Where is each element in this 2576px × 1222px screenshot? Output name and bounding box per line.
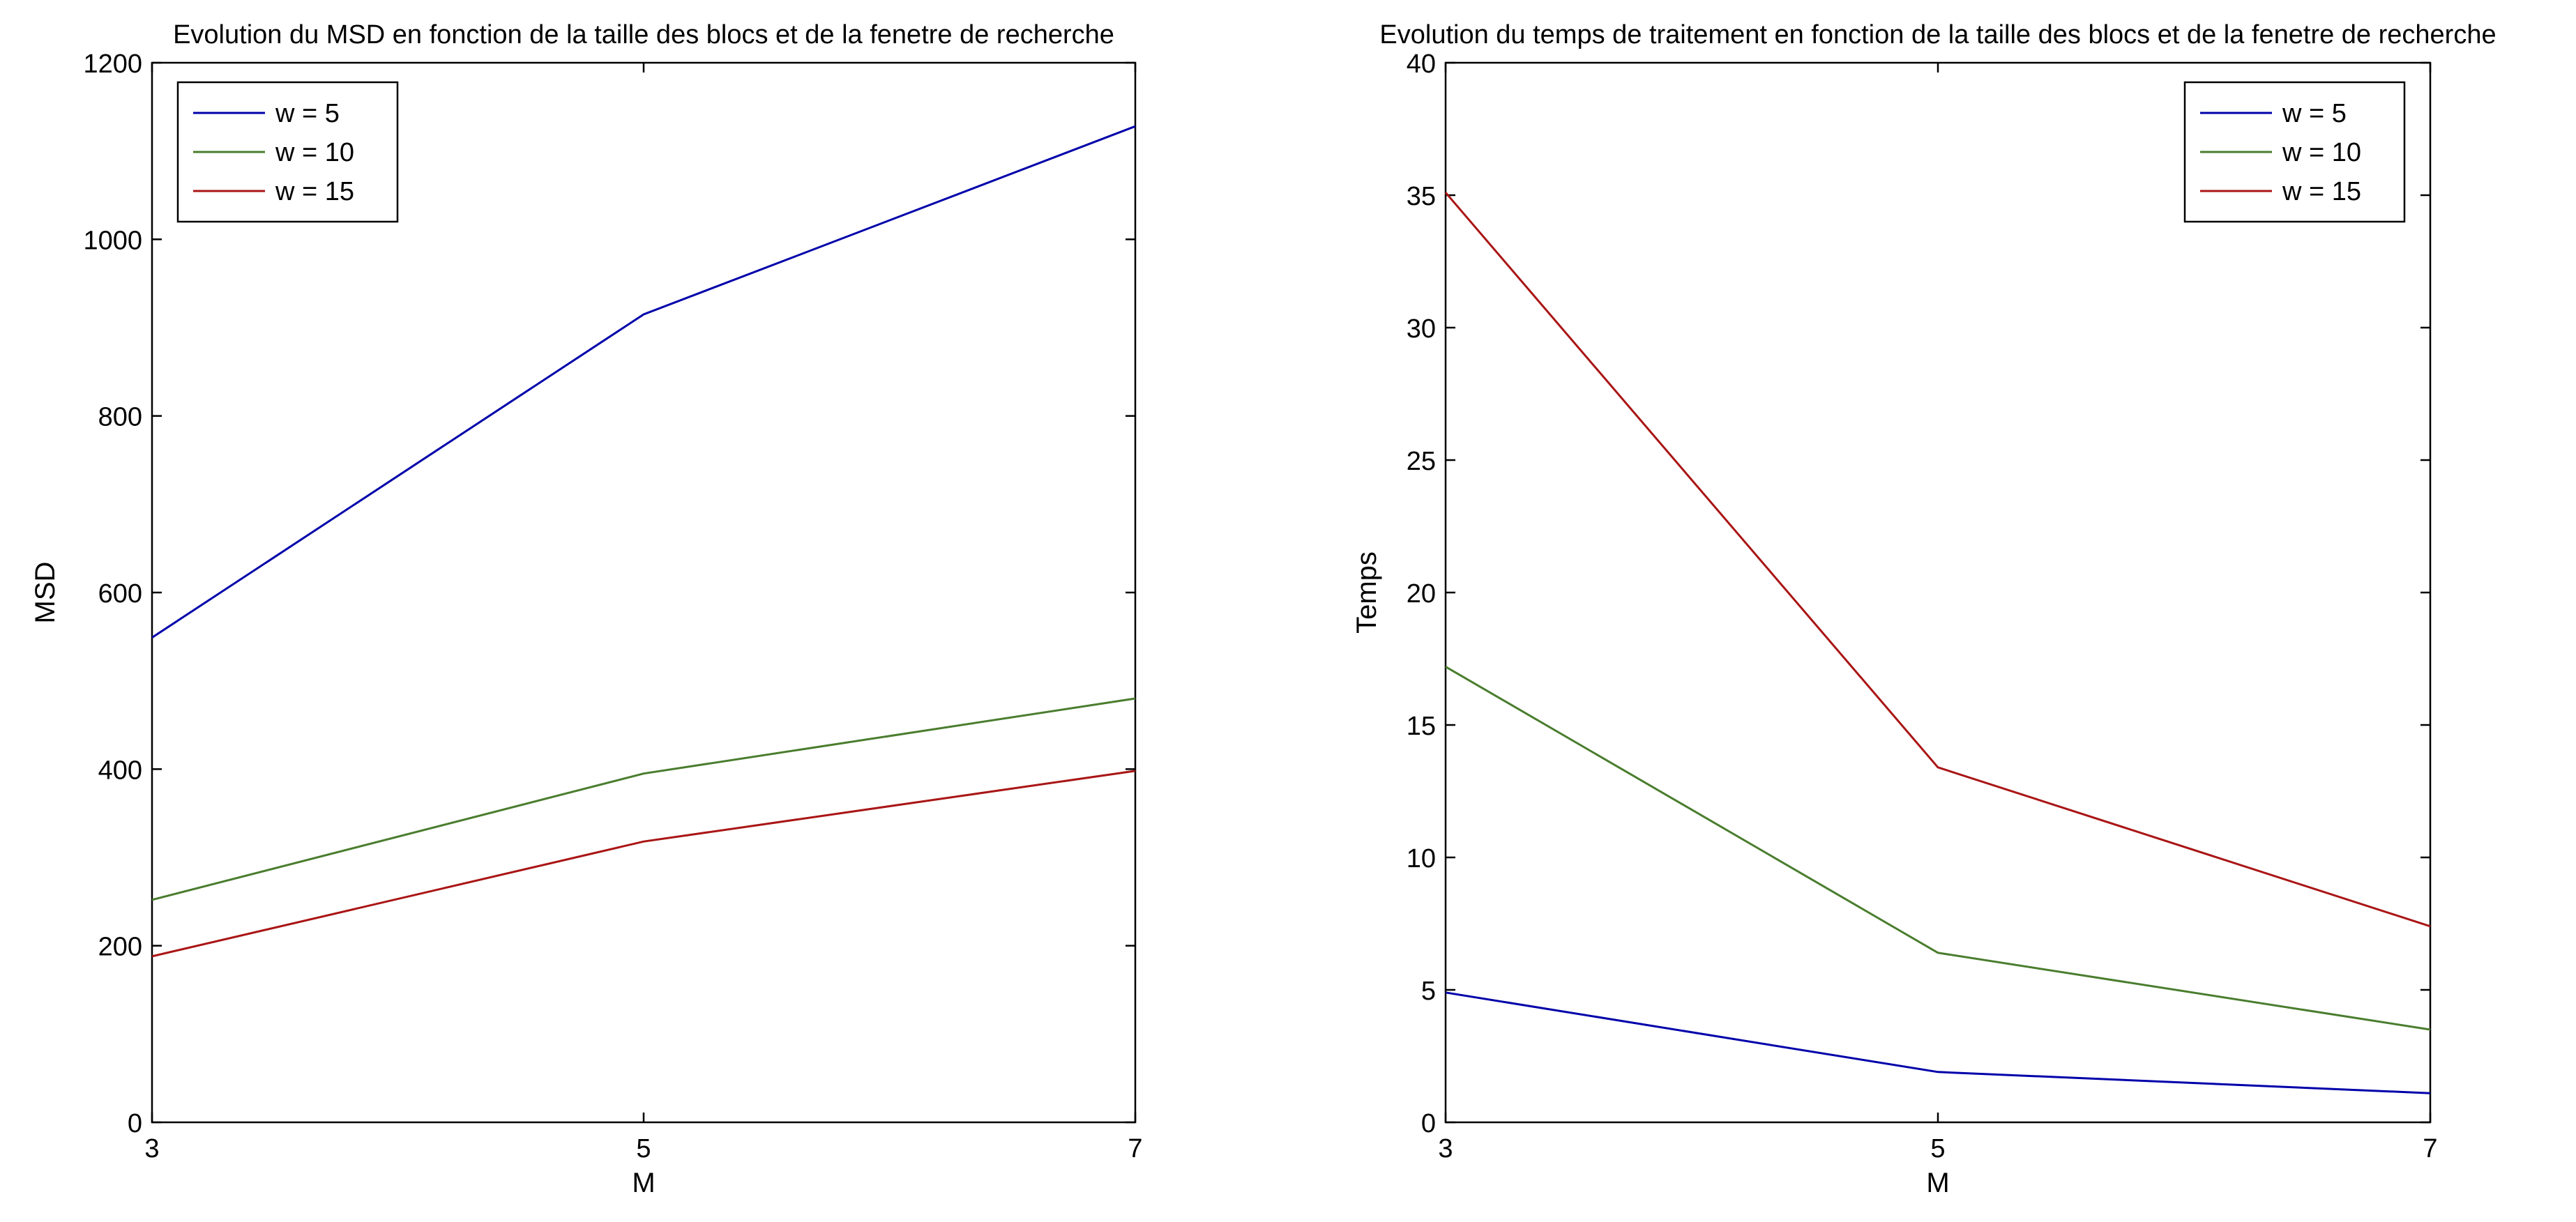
legend-entry-label: w = 5 — [275, 99, 340, 128]
x-tick-label: 5 — [636, 1134, 651, 1163]
chart-1: Evolution du MSD en fonction de la taill… — [30, 20, 1143, 1198]
legend-entry-label: w = 10 — [2282, 138, 2361, 167]
y-tick-label: 25 — [1407, 447, 1436, 476]
series-line-w10 — [1445, 666, 2431, 1031]
y-tick-label: 35 — [1407, 182, 1436, 211]
y-tick-label: 15 — [1407, 712, 1436, 741]
y-tick-label: 200 — [98, 933, 142, 962]
y-tick-label: 800 — [98, 403, 142, 432]
x-tick-label: 3 — [1438, 1134, 1453, 1163]
x-tick-label: 7 — [2423, 1134, 2437, 1163]
y-tick-label: 40 — [1407, 49, 1436, 79]
series-line-w15 — [1444, 192, 2431, 928]
chart-title: Evolution du temps de traitement en fonc… — [1379, 20, 2496, 49]
series-line-w5 — [151, 125, 1136, 639]
series-line-w10 — [151, 697, 1136, 901]
legend-entry-label: w = 15 — [2282, 177, 2361, 206]
y-tick-label: 600 — [98, 579, 142, 609]
series-line-w15 — [151, 770, 1136, 958]
x-tick-label: 5 — [1930, 1134, 1945, 1163]
x-axis-label: M — [632, 1168, 655, 1198]
y-tick-label: 400 — [98, 756, 142, 785]
x-axis-label: M — [1926, 1168, 1949, 1198]
chart-title: Evolution du MSD en fonction de la taill… — [173, 20, 1114, 49]
legend: w = 5 w = 10 w = 15 — [2183, 81, 2406, 223]
y-tick-label: 30 — [1407, 314, 1436, 344]
y-tick-label: 0 — [128, 1109, 142, 1138]
legend: w = 5 w = 10 w = 15 — [176, 81, 399, 223]
y-axis-label: MSD — [30, 562, 61, 624]
x-tick-label: 3 — [144, 1134, 159, 1163]
y-tick-label: 0 — [1421, 1109, 1436, 1138]
y-tick-label: 5 — [1421, 977, 1436, 1006]
legend-entry-label: w = 5 — [2282, 99, 2347, 128]
legend-entry-label: w = 15 — [275, 177, 354, 206]
legend-entry-label: w = 10 — [275, 138, 354, 167]
chart-2: Evolution du temps de traitement en fonc… — [1351, 20, 2497, 1198]
x-tick-label: 7 — [1128, 1134, 1142, 1163]
y-tick-label: 20 — [1407, 579, 1436, 609]
y-tick-label: 10 — [1407, 844, 1436, 873]
y-tick-label: 1000 — [83, 226, 142, 255]
y-axis-label: Temps — [1351, 551, 1382, 634]
y-tick-label: 1200 — [83, 49, 142, 79]
series-line-w5 — [1445, 991, 2431, 1094]
